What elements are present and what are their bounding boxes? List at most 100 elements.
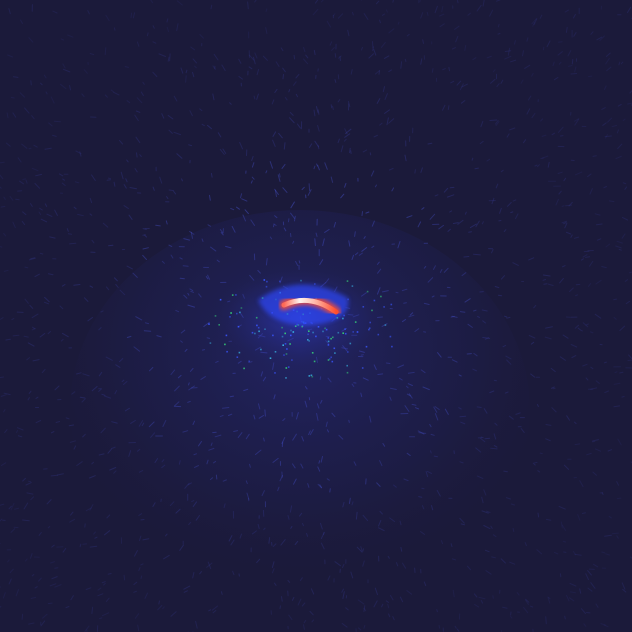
streak — [165, 220, 168, 225]
streak — [262, 55, 268, 61]
streak — [87, 10, 90, 15]
speckle — [307, 333, 309, 336]
streak — [537, 512, 540, 518]
streak — [467, 12, 471, 16]
streak — [332, 13, 336, 17]
speckle — [274, 372, 276, 374]
streak — [25, 179, 28, 184]
streak — [293, 54, 296, 60]
speckle — [354, 321, 357, 323]
streak — [47, 331, 51, 335]
streak — [275, 61, 280, 67]
lower-plume — [70, 210, 530, 610]
streak — [497, 23, 500, 28]
streak — [563, 177, 567, 182]
streak — [617, 143, 623, 150]
streak — [536, 549, 542, 555]
speckle — [361, 367, 364, 369]
streak — [537, 164, 540, 168]
streak — [50, 561, 55, 564]
streak — [574, 553, 582, 556]
streak — [253, 56, 256, 65]
streak — [606, 66, 612, 72]
streak — [159, 176, 163, 184]
streak — [52, 10, 58, 14]
streak — [35, 173, 42, 177]
streak — [16, 427, 24, 431]
streak — [0, 205, 6, 208]
streak — [10, 503, 15, 511]
streak — [495, 183, 499, 189]
speckle — [373, 299, 376, 302]
speckle — [322, 330, 324, 333]
streak — [7, 559, 10, 563]
streak — [104, 47, 107, 55]
streak — [207, 124, 212, 130]
streak — [621, 216, 629, 221]
streak — [388, 28, 395, 34]
streak — [311, 619, 314, 623]
streak — [89, 213, 93, 216]
streak — [133, 581, 138, 585]
streak — [349, 147, 351, 154]
streak — [566, 594, 570, 602]
streak — [51, 544, 55, 548]
streak — [358, 627, 362, 631]
streak — [590, 582, 596, 589]
streak — [537, 470, 541, 473]
streak — [573, 236, 579, 239]
streak — [422, 39, 424, 44]
streak — [545, 438, 551, 442]
streak — [56, 473, 64, 476]
streak — [180, 67, 184, 74]
speckle — [265, 285, 268, 288]
streak — [473, 593, 478, 598]
streak — [378, 70, 381, 75]
streak — [12, 112, 17, 118]
streak — [166, 26, 170, 33]
streak — [464, 211, 467, 215]
speckle — [282, 344, 284, 346]
speckle — [347, 351, 349, 353]
streak — [50, 474, 59, 477]
streak — [192, 71, 195, 78]
streak — [539, 452, 543, 455]
speckle — [254, 332, 256, 335]
streak — [303, 620, 307, 624]
streak — [533, 18, 538, 25]
streak — [33, 144, 38, 148]
speckle — [237, 325, 240, 328]
streak — [447, 105, 450, 110]
streak — [3, 233, 7, 237]
streak — [229, 102, 232, 105]
speckle — [346, 280, 349, 282]
streak — [139, 154, 142, 157]
streak — [486, 55, 492, 59]
streak — [30, 203, 33, 207]
streak — [97, 587, 102, 591]
speckle — [297, 324, 300, 326]
streak — [208, 609, 212, 612]
streak — [604, 85, 607, 90]
streak — [475, 220, 480, 228]
streak — [509, 615, 513, 619]
streak — [559, 277, 564, 284]
streak — [295, 73, 300, 79]
streak — [601, 107, 606, 110]
streak — [541, 155, 549, 159]
streak — [507, 202, 512, 207]
streak — [588, 75, 593, 78]
streak — [369, 152, 372, 156]
streak — [527, 95, 532, 101]
streak — [274, 88, 278, 93]
speckle — [324, 327, 326, 330]
streak — [345, 128, 352, 134]
streak — [34, 273, 40, 278]
streak — [222, 148, 227, 154]
streak — [58, 173, 64, 177]
streak — [54, 209, 58, 216]
streak — [115, 284, 119, 288]
streak — [313, 109, 316, 117]
streak — [136, 41, 140, 47]
